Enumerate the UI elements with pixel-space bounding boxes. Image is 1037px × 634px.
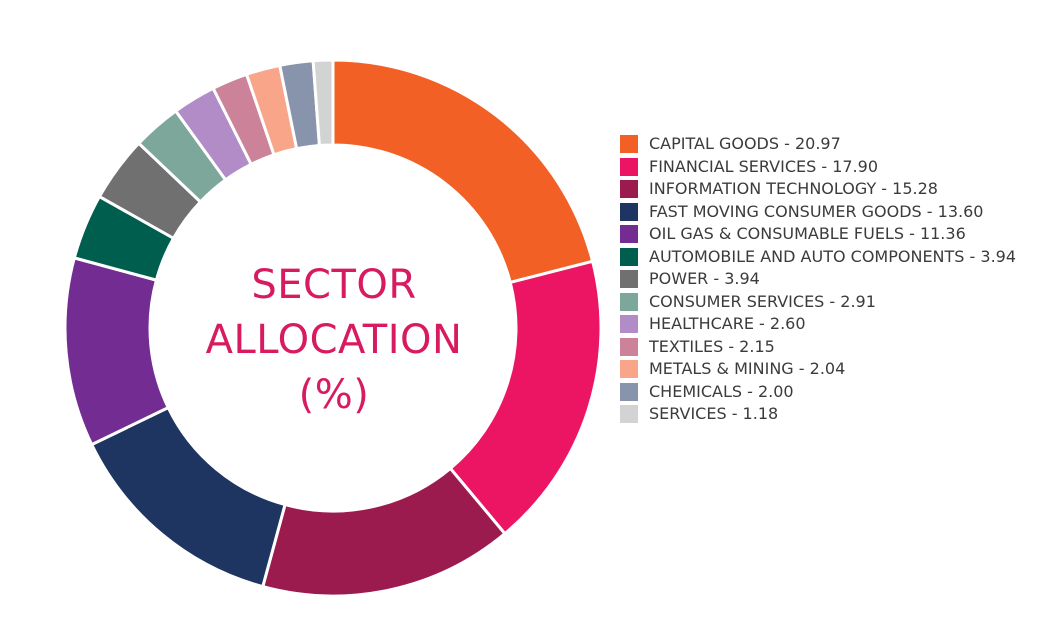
legend-item-7: CONSUMER SERVICES - 2.91 [620, 291, 1030, 314]
legend-swatch-2 [620, 180, 638, 198]
legend-swatch-3 [620, 202, 638, 221]
chart-title-line-2: ALLOCATION [205, 317, 463, 363]
legend-swatch-4 [620, 225, 638, 243]
legend-item-4: OIL GAS & CONSUMABLE FUELS - 11.36 [620, 223, 1030, 246]
legend-label-0: CAPITAL GOODS - 20.97 [649, 134, 841, 153]
pie-slice-4 [63, 256, 171, 447]
legend-item-6: POWER - 3.94 [620, 268, 1030, 291]
legend-label-6: POWER - 3.94 [649, 269, 760, 288]
legend-label-12: SERVICES - 1.18 [649, 404, 779, 423]
donut-chart [63, 58, 603, 598]
legend-swatch-1 [620, 157, 638, 176]
legend-item-1: FINANCIAL SERVICES - 17.90 [620, 156, 1030, 179]
legend-label-9: TEXTILES - 2.15 [649, 336, 775, 356]
legend-label-4: OIL GAS & CONSUMABLE FUELS - 11.36 [649, 224, 966, 243]
legend-item-3: FAST MOVING CONSUMER GOODS - 13.60 [620, 201, 1030, 224]
legend-swatch-11 [620, 382, 638, 401]
legend: CAPITAL GOODS - 20.97 FINANCIAL SERVICES … [620, 133, 1030, 426]
legend-swatch-5 [620, 247, 638, 266]
pie-slice-3 [89, 405, 287, 589]
legend-label-7: CONSUMER SERVICES - 2.91 [649, 291, 876, 311]
legend-label-8: HEALTHCARE - 2.60 [649, 314, 806, 333]
legend-swatch-10 [620, 360, 638, 378]
legend-item-5: AUTOMOBILE AND AUTO COMPONENTS - 3.94 [620, 246, 1030, 269]
legend-item-9: TEXTILES - 2.15 [620, 336, 1030, 359]
legend-label-1: FINANCIAL SERVICES - 17.90 [649, 156, 878, 176]
legend-item-12: SERVICES - 1.18 [620, 403, 1030, 426]
legend-label-11: CHEMICALS - 2.00 [649, 381, 794, 401]
legend-label-10: METALS & MINING - 2.04 [649, 359, 846, 378]
legend-item-11: CHEMICALS - 2.00 [620, 381, 1030, 404]
chart-title-line-3: (%) [298, 372, 370, 418]
legend-swatch-7 [620, 292, 638, 311]
legend-swatch-6 [620, 270, 638, 288]
legend-swatch-12 [620, 405, 638, 423]
chart-title: SECTOR ALLOCATION (%) [184, 258, 484, 423]
legend-item-10: METALS & MINING - 2.04 [620, 358, 1030, 381]
legend-label-3: FAST MOVING CONSUMER GOODS - 13.60 [649, 201, 984, 221]
legend-item-2: INFORMATION TECHNOLOGY - 15.28 [620, 178, 1030, 201]
legend-label-5: AUTOMOBILE AND AUTO COMPONENTS - 3.94 [649, 246, 1017, 266]
legend-swatch-9 [620, 337, 638, 356]
chart-title-line-1: SECTOR [251, 262, 417, 308]
pie-slice-12 [311, 58, 335, 148]
legend-label-2: INFORMATION TECHNOLOGY - 15.28 [649, 179, 938, 198]
legend-swatch-8 [620, 315, 638, 333]
legend-item-0: CAPITAL GOODS - 20.97 [620, 133, 1030, 156]
legend-swatch-0 [620, 135, 638, 153]
pie-slice-0 [331, 58, 595, 285]
legend-item-8: HEALTHCARE - 2.60 [620, 313, 1030, 336]
